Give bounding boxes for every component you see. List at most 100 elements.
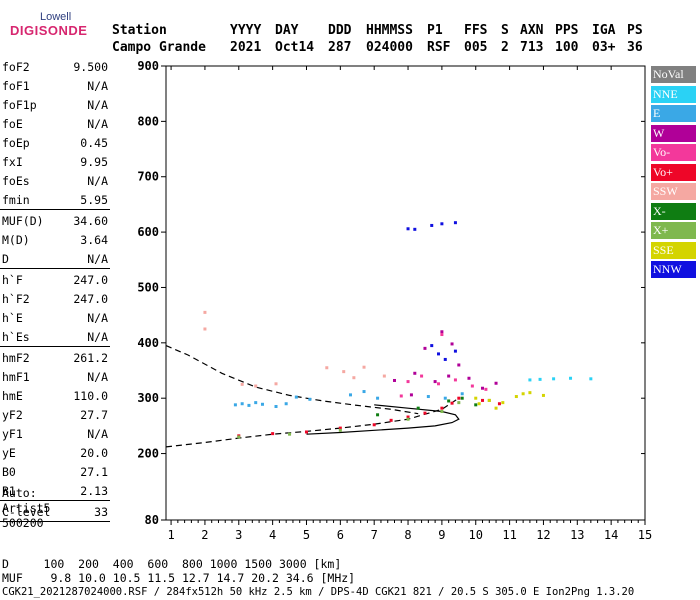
x-tick-label: 9 [438,528,445,542]
echo-point [423,346,427,350]
echo-point [589,377,593,381]
header-label-iga: IGA [592,23,616,38]
y-tick-label: 500 [137,280,159,294]
echo-point [325,366,329,370]
param-value: 3.64 [80,233,108,247]
echo-point [274,382,278,386]
param-name: B1 [2,484,16,498]
echo-point [338,428,342,432]
param-row: C-level 33 [2,503,108,521]
header-value-ffs: 005 [464,40,488,55]
footer-file-info: CGK21_2021287024000.RSF / 284fx512h 50 k… [2,586,635,598]
header-value-s: 2 [501,40,509,55]
legend-item-ssw: SSW [651,183,696,200]
y-tick-label: 300 [137,391,159,405]
header-value-hhmmss: 024000 [366,40,413,55]
echo-point [382,374,386,378]
x-tick-label: 4 [269,528,276,542]
param-row: fmin 5.95 [2,191,108,209]
param-value: 20.0 [80,446,108,460]
param-name: h`Es [2,330,30,344]
echo-point [440,222,444,226]
echo-point [494,381,498,385]
x-tick-label: 14 [604,528,618,542]
echo-point [443,396,447,400]
echo-point [447,399,451,403]
echo-point [521,392,525,396]
header-label-axn: AXN [520,23,544,38]
param-value: 34.60 [73,214,108,228]
header-label-p1: P1 [427,23,443,38]
param-row: h`F2 247.0 [2,290,108,308]
y-tick-label: 200 [137,447,159,461]
legend-item-sse: SSE [651,241,696,259]
echo-point [372,423,376,427]
echo-point [494,406,498,410]
echo-point [416,406,420,410]
echo-point [450,401,454,405]
echo-point [538,377,542,381]
param-name: yF1 [2,427,23,441]
echo-point [348,393,352,397]
param-separator [0,268,110,269]
echo-point [406,227,410,231]
x-tick-label: 3 [235,528,242,542]
param-name: M(D) [2,233,30,247]
echo-point [453,221,457,225]
echo-point [237,435,241,439]
autoscaler-name: Artist5 [2,501,51,515]
x-tick-label: 12 [536,528,550,542]
echo-point [460,396,464,400]
legend-item-nnw: NNW [651,261,696,278]
header-label-station: Station [112,23,167,38]
echo-point [247,403,251,407]
footer-distance-line: D 100 200 400 600 800 1000 1500 3000 [km… [2,557,342,571]
header-label-ddd: DDD [328,23,352,38]
x-tick-label: 7 [371,528,378,542]
echo-point [453,378,457,382]
footer-muf-line: MUF 9.8 10.0 10.5 11.5 12.7 14.7 20.2 34… [2,571,356,585]
y-tick-label: 700 [137,170,159,184]
echo-point [406,417,410,421]
param-value: 0.45 [80,136,108,150]
echo-point [288,432,292,436]
param-value: N/A [87,370,108,384]
echo-point [304,430,308,434]
param-row: B0 27.1 [2,463,108,481]
autoscaler-label: Auto: [2,486,37,500]
echo-point [440,406,444,410]
x-tick-label: 1 [167,528,174,542]
echo-point [413,227,417,231]
legend-item-vo: Vo- [651,144,696,161]
echo-point [453,349,457,353]
echo-point [423,411,427,415]
echo-point [447,374,451,378]
param-name: foEs [2,174,30,188]
echo-point [392,378,396,382]
param-value: N/A [87,174,108,188]
echo-point [409,393,413,397]
echo-point [352,376,356,380]
param-value: 247.0 [73,292,108,306]
profile-curve [165,345,419,415]
echo-point [233,403,237,407]
header-value-p1: RSF [427,40,451,55]
param-row: yF1 N/A [2,425,108,443]
header-label-pps: PPS [555,23,579,38]
param-value: 27.7 [80,408,108,422]
param-row: yE 20.0 [2,444,108,462]
param-value: 27.1 [80,465,108,479]
param-name: fxI [2,155,23,169]
param-name: yE [2,446,16,460]
param-separator [0,209,110,210]
ionogram-chart: 1 2 3 4 5 6 7 8 9 10 11 12 13 14 158020030040050060070… [137,59,652,542]
param-value: 33 [94,505,108,519]
param-value: 9.500 [73,60,108,74]
legend-item-e: E [651,105,696,122]
echo-point [389,418,393,422]
header-value-station: Campo Grande [112,40,206,55]
param-row: hmF2 261.2 [2,349,108,367]
echo-point [254,401,258,405]
echo-point [440,333,444,337]
echo-point [274,405,278,408]
